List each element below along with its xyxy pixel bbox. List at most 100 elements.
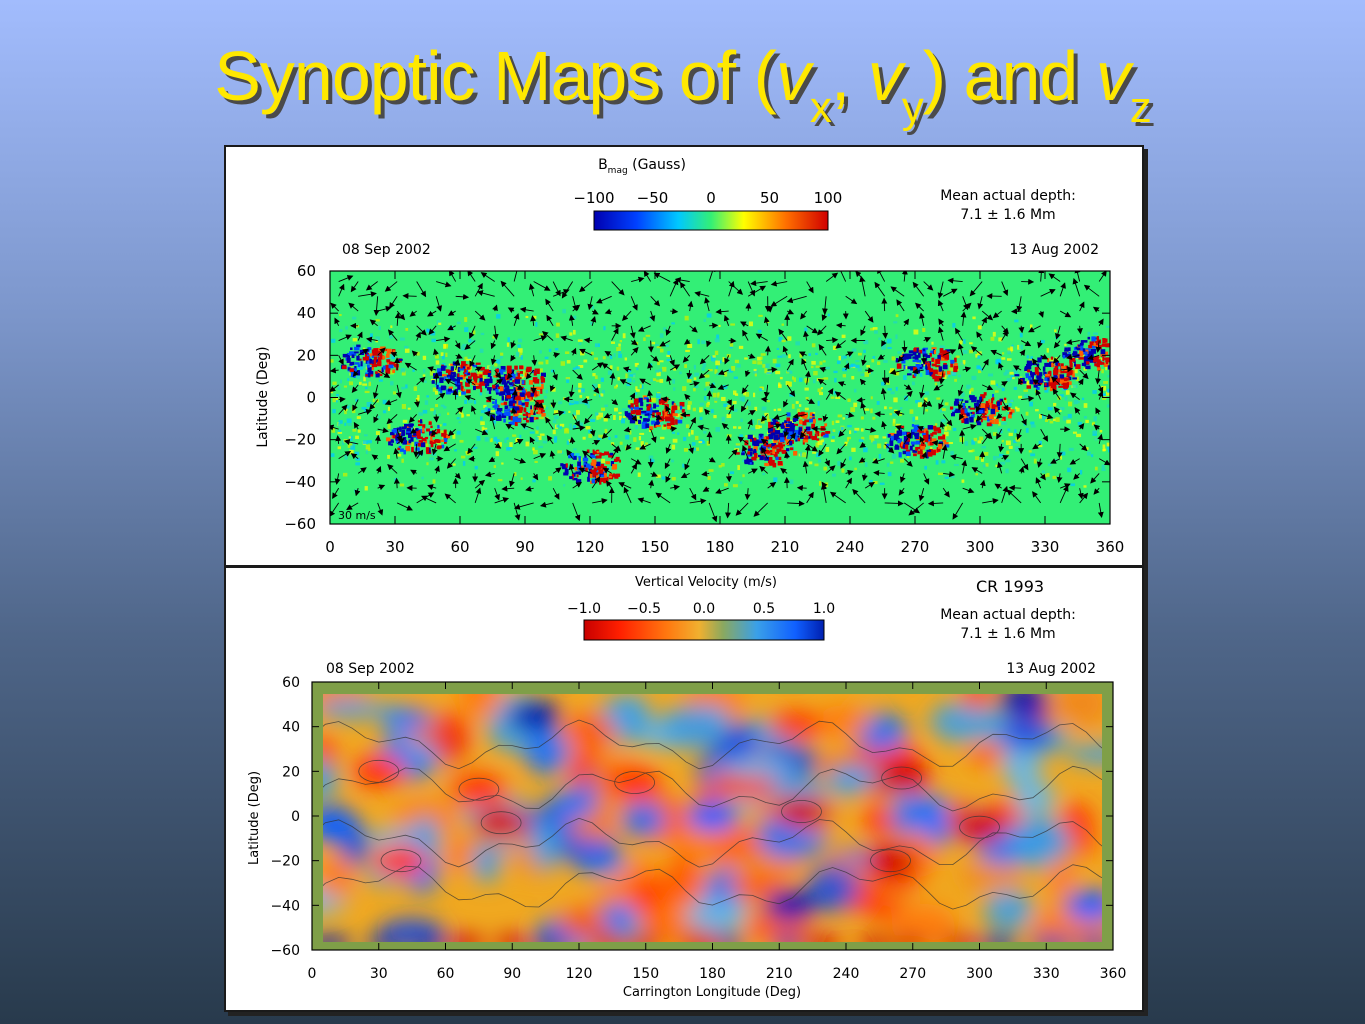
bmag-flow-vector	[747, 410, 756, 416]
vz-x-tick-label: 60	[437, 966, 455, 982]
bmag-flow-vector	[735, 502, 749, 516]
bmag-flow-vector	[444, 378, 456, 386]
bmag-flow-vector	[427, 484, 437, 490]
bmag-flow-vector	[409, 310, 417, 317]
bmag-flow-vector	[679, 411, 690, 418]
bmag-flow-vector	[539, 501, 554, 508]
bmag-flow-vector	[435, 392, 446, 400]
bmag-flow-vector	[1020, 458, 1029, 471]
bmag-flow-vector	[829, 491, 846, 504]
bmag-flow-vector	[623, 426, 632, 433]
bmag-flow-vector	[506, 369, 515, 380]
bmag-flow-vector	[747, 468, 758, 474]
bmag-flow-vector	[665, 473, 671, 483]
bmag-flow-vector	[660, 396, 671, 403]
vz-polar-cell	[410, 935, 447, 942]
vz-feature	[764, 889, 817, 922]
bmag-flow-vector	[377, 502, 384, 516]
bmag-flow-vector	[343, 439, 359, 445]
bmag-flow-vector	[1077, 488, 1084, 500]
bmag-flow-vector	[786, 308, 795, 315]
bmag-flow-vector	[390, 352, 398, 358]
vz-polar-cell	[495, 935, 530, 942]
bmag-flow-vector	[494, 369, 502, 379]
bmag-flow-vector	[415, 331, 421, 341]
bmag-flow-vector	[689, 487, 697, 501]
bmag-flow-vector	[806, 281, 814, 294]
bmag-flow-vector	[446, 458, 457, 469]
bmag-colorbar	[593, 210, 829, 231]
bmag-flow-vector	[572, 425, 586, 432]
bmag-flow-vector	[485, 395, 495, 402]
bmag-flow-vector	[550, 399, 557, 409]
bmag-flow-vector	[1017, 377, 1024, 386]
bmag-flow-vector	[533, 281, 551, 291]
bmag-flow-vector	[877, 354, 885, 360]
bmag-flow-vector	[996, 428, 1003, 440]
bmag-flow-vector	[542, 330, 554, 341]
bmag-flow-vector	[903, 432, 912, 445]
bmag-flow-vector	[469, 355, 476, 368]
bmag-flow-vector	[996, 412, 1003, 419]
bmag-flow-vector	[804, 370, 811, 385]
bmag-flow-vector	[1069, 392, 1080, 400]
bmag-flow-vector	[764, 345, 771, 356]
bmag-flow-vector	[1072, 277, 1081, 297]
bmag-flow-vector	[708, 502, 718, 523]
bmag-flow-vector	[860, 325, 866, 336]
bmag-flow-vector	[352, 399, 359, 412]
bmag-flow-vector	[1087, 354, 1100, 361]
bmag-active-region	[886, 424, 950, 459]
vz-colorbar-tick: −1.0	[567, 601, 601, 617]
vz-x-tick-label: 300	[966, 966, 993, 982]
bmag-flow-vector	[387, 463, 398, 474]
vz-feature	[508, 699, 561, 732]
bmag-flow-vector	[786, 295, 807, 304]
bmag-flow-vector	[822, 414, 829, 423]
bmag-flow-vector	[501, 485, 515, 492]
bmag-flow-vector	[715, 487, 729, 494]
bmag-flow-vector	[365, 336, 378, 343]
bmag-flow-vector	[804, 444, 811, 459]
bmag-flow-vector	[923, 473, 930, 485]
bmag-flow-vector	[566, 449, 574, 459]
bmag-flow-vector	[938, 318, 945, 327]
bmag-flow-vector	[942, 288, 958, 297]
bmag-flow-vector	[377, 484, 386, 491]
bmag-flow-vector	[1039, 473, 1046, 481]
bmag-y-tick-label: −20	[284, 431, 316, 449]
bmag-flow-vector	[981, 310, 994, 321]
bmag-flow-vector	[618, 482, 632, 489]
bmag-flow-vector	[1065, 353, 1080, 360]
bmag-flow-vector	[513, 502, 534, 510]
bmag-flow-vector	[845, 295, 858, 305]
bmag-flow-vector	[532, 473, 539, 481]
bmag-flow-vector	[494, 488, 500, 501]
bmag-flow-vector	[871, 458, 885, 464]
bmag-flow-vector	[492, 304, 498, 312]
bmag-x-tick-label: 90	[515, 538, 534, 556]
bmag-chart-svg: Bmag (Gauss) −100 −50 0 50 100 Mean actual d…	[255, 157, 1124, 556]
bmag-flow-vector	[860, 402, 867, 415]
bmag-flow-vector	[901, 340, 908, 353]
bmag-flow-vector	[531, 355, 538, 366]
bmag-flow-vector	[375, 465, 382, 474]
bmag-flow-vector	[630, 296, 638, 311]
bmag-flow-vector	[874, 281, 886, 297]
vz-x-tick-label: 360	[1100, 966, 1127, 982]
bmag-flow-vector	[937, 299, 944, 312]
bmag-flow-vector	[583, 337, 593, 344]
bmag-depth-value: 7.1 ± 1.6 Mm	[960, 207, 1055, 223]
bmag-flow-vector	[836, 443, 847, 455]
bmag-flow-vector	[708, 456, 716, 463]
bmag-flow-vector	[697, 424, 710, 431]
bmag-flow-vector	[1001, 281, 1009, 296]
bmag-flow-vector	[568, 384, 575, 398]
vz-synoptic-map-panel: Vertical Velocity (m/s) −1.0 −0.5 0.0 0.5 1.…	[224, 566, 1144, 1012]
bmag-flow-vector	[889, 369, 905, 376]
bmag-flow-vector	[1052, 388, 1061, 400]
bmag-flow-vector	[801, 358, 808, 371]
bmag-flow-vector	[856, 396, 866, 403]
bmag-flow-vector	[474, 366, 483, 373]
bmag-x-tick-label: 180	[706, 538, 735, 556]
